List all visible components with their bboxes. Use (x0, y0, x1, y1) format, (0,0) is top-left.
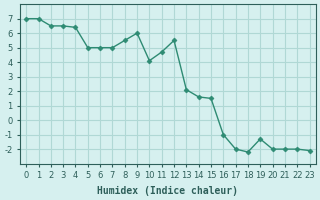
X-axis label: Humidex (Indice chaleur): Humidex (Indice chaleur) (97, 186, 238, 196)
